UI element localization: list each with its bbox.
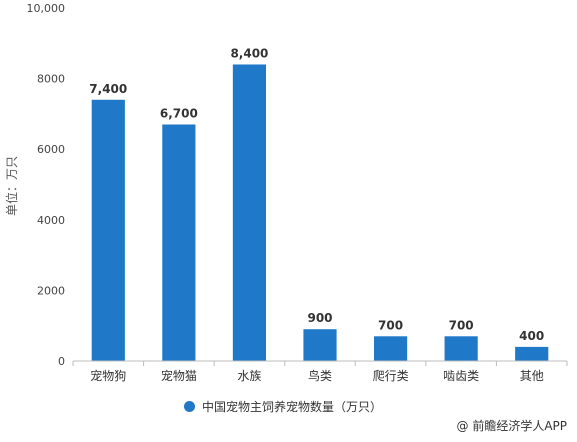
x-category-label: 宠物狗	[90, 368, 126, 383]
x-category-label: 水族	[237, 369, 261, 383]
bar	[91, 99, 125, 361]
legend-label: 中国宠物主饲养宠物数量（万只）	[202, 400, 383, 414]
bar-value-label: 700	[378, 318, 403, 332]
bar	[515, 346, 549, 361]
bar	[373, 336, 408, 361]
x-category-label: 宠物猫	[161, 368, 197, 383]
x-axis: 宠物狗 宠物猫 水族 鸟类 爬行类 啮齿类 其他	[72, 360, 568, 383]
x-category-label: 其他	[520, 369, 544, 383]
bars	[91, 64, 549, 362]
bar	[162, 124, 196, 362]
y-tick-label: 8000	[37, 73, 65, 86]
bar-value-label: 900	[307, 311, 332, 325]
source-note: @ 前瞻经济学人APP	[456, 419, 568, 433]
legend-marker	[184, 401, 195, 412]
x-category-label: 啮齿类	[443, 369, 479, 383]
y-tick-label: 6000	[37, 143, 65, 156]
data-labels: 7,400 6,700 8,400 900 700 700 400	[89, 46, 544, 342]
y-tick-label: 2000	[37, 284, 65, 297]
bar-value-label: 6,700	[160, 106, 198, 120]
y-axis-label: 单位：万只	[4, 156, 19, 216]
bar-value-label: 8,400	[230, 46, 268, 60]
y-tick-label: 10,000	[27, 2, 66, 15]
y-axis: 0 2000 4000 6000 8000 10,000	[27, 2, 66, 368]
bar	[444, 336, 478, 361]
bar-value-label: 7,400	[89, 82, 127, 96]
legend: 中国宠物主饲养宠物数量（万只）	[184, 398, 382, 415]
x-category-label: 爬行类	[373, 369, 409, 383]
y-tick-label: 0	[58, 355, 65, 368]
bar	[303, 329, 337, 361]
bar	[232, 64, 267, 361]
bar-value-label: 400	[519, 329, 544, 343]
x-category-label: 鸟类	[308, 368, 332, 383]
bar-value-label: 700	[449, 318, 474, 332]
y-tick-label: 4000	[37, 214, 65, 227]
